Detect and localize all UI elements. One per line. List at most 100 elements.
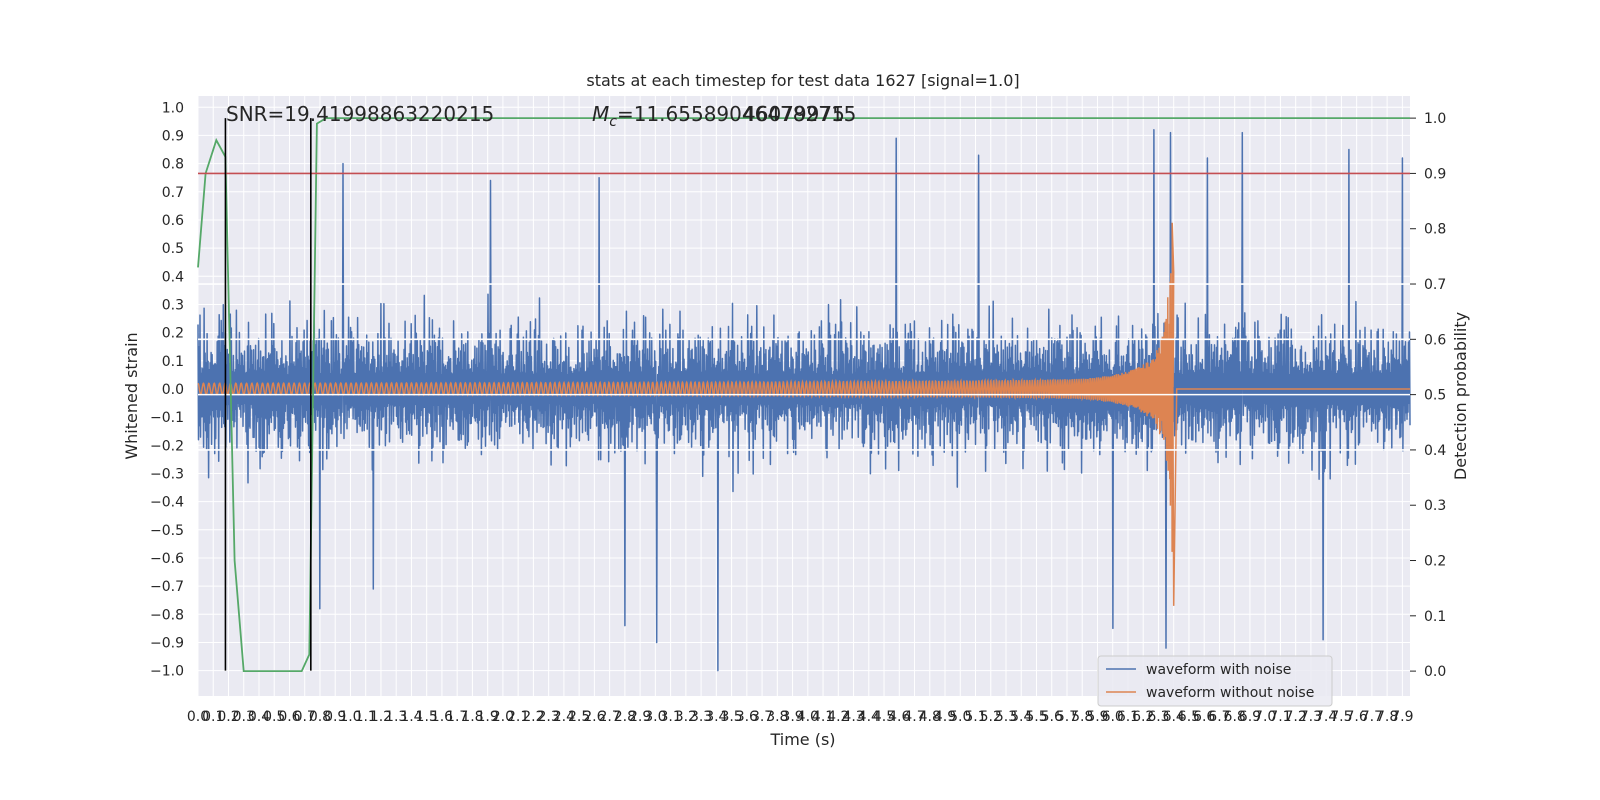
x-tick-label: 1.6 — [431, 709, 453, 725]
x-tick-label: 7.9 — [1391, 709, 1413, 725]
x-tick-label: 1.7 — [446, 709, 468, 725]
x-tick-label: 3.9 — [781, 709, 803, 725]
x-tick-label: 4.5 — [873, 709, 895, 725]
x-tick-label: 2.5 — [568, 709, 590, 725]
y2-axis-label: Detection probability — [1451, 312, 1470, 480]
x-tick-label: 2.6 — [583, 709, 605, 725]
x-tick-label: 6.4 — [1163, 709, 1185, 725]
x-tick-label: 5.0 — [949, 709, 971, 725]
chirp-mass-overlap-text: 46079975 — [743, 102, 845, 126]
x-tick-label: 6.3 — [1147, 709, 1169, 725]
x-tick-label: 5.2 — [980, 709, 1002, 725]
x-tick-label: 3.2 — [675, 709, 697, 725]
x-tick-label: 2.1 — [507, 709, 529, 725]
legend-label-noise: waveform with noise — [1146, 662, 1291, 678]
snr-annotation: SNR=19.41998863220215 — [226, 102, 494, 126]
x-tick-label: 1.2 — [370, 709, 392, 725]
x-tick-label: 2.9 — [629, 709, 651, 725]
x-tick-label: 2.0 — [492, 709, 514, 725]
x-tick-label: 4.4 — [858, 709, 880, 725]
y-tick-label: 0.9 — [162, 128, 184, 144]
y-tick-label: −0.4 — [150, 495, 184, 511]
y-tick-label: −0.1 — [150, 410, 184, 426]
x-tick-label: 0.9 — [324, 709, 346, 725]
x-tick-label: 6.5 — [1178, 709, 1200, 725]
y2-tick-label: 0.1 — [1424, 609, 1446, 625]
x-tick-label: 1.5 — [416, 709, 438, 725]
y-tick-label: 0.4 — [162, 269, 184, 285]
x-tick-label: 5.5 — [1025, 709, 1047, 725]
y-tick-label: −0.3 — [150, 466, 184, 482]
x-tick-label: 7.4 — [1315, 709, 1337, 725]
y-tick-label: 1.0 — [162, 100, 184, 116]
chirp-mass-annotation: Mc=11.655890464782715 — [592, 102, 856, 130]
y-tick-label: −0.6 — [150, 551, 184, 567]
legend-box — [1097, 655, 1333, 707]
x-tick-label: 7.3 — [1300, 709, 1322, 725]
y2-tick-label: 0.6 — [1424, 332, 1446, 348]
chart-title: stats at each timestep for test data 162… — [586, 71, 1019, 90]
x-tick-label: 5.9 — [1086, 709, 1108, 725]
y2-tick-label: 0.2 — [1424, 554, 1446, 570]
y2-tick-label: 0.4 — [1424, 443, 1446, 459]
y-tick-label: 0.2 — [162, 326, 184, 342]
vertical-marker-lines — [224, 118, 312, 671]
x-tick-label: 2.4 — [553, 709, 575, 725]
y-tick-label: 0.0 — [162, 382, 184, 398]
x-tick-label: 7.8 — [1376, 709, 1398, 725]
x-tick-label: 7.7 — [1361, 709, 1383, 725]
y2-tick-label: 0.0 — [1424, 664, 1446, 680]
x-tick-label: 4.3 — [842, 709, 864, 725]
x-tick-label: 0.1 — [202, 709, 224, 725]
x-tick-label: 3.0 — [644, 709, 666, 725]
chirp-mass-subscript: c — [609, 114, 617, 130]
y-tick-label: 0.5 — [162, 241, 184, 257]
x-axis-label: Time (s) — [769, 730, 835, 749]
x-tick-label: 2.7 — [598, 709, 620, 725]
x-tick-label: 1.8 — [461, 709, 483, 725]
y2-tick-label: 0.8 — [1424, 222, 1446, 238]
x-tick-label: 2.3 — [538, 709, 560, 725]
y-tick-label: 0.6 — [162, 213, 184, 229]
x-tick-label: 0.5 — [263, 709, 285, 725]
y2-tick-label: 0.9 — [1424, 166, 1446, 182]
y2-tick-label: 0.7 — [1424, 277, 1446, 293]
x-tick-label: 6.0 — [1102, 709, 1124, 725]
y-axis-label: Whitened strain — [122, 332, 141, 459]
x-tick-label: 3.4 — [705, 709, 727, 725]
x-tick-label: 0.0 — [187, 709, 209, 725]
x-tick-label: 5.3 — [995, 709, 1017, 725]
x-tick-label: 7.1 — [1269, 709, 1291, 725]
x-tick-label: 7.0 — [1254, 709, 1276, 725]
x-tick-label: 3.6 — [736, 709, 758, 725]
x-tick-label: 3.1 — [659, 709, 681, 725]
y2-tick-label: 0.5 — [1424, 388, 1446, 404]
x-tick-label: 4.8 — [919, 709, 941, 725]
x-tick-labels: 0.00.10.20.30.40.50.60.70.80.91.01.11.21… — [187, 709, 1414, 725]
x-tick-label: 1.3 — [385, 709, 407, 725]
series-waveform-without-noise — [197, 222, 1410, 606]
x-tick-label: 3.8 — [766, 709, 788, 725]
x-tick-label: 2.8 — [614, 709, 636, 725]
y-tick-label: −0.7 — [150, 579, 184, 595]
x-tick-label: 5.7 — [1056, 709, 1078, 725]
x-tick-label: 7.6 — [1346, 709, 1368, 725]
x-tick-label: 4.6 — [888, 709, 910, 725]
x-tick-label: 1.0 — [339, 709, 361, 725]
x-tick-label: 4.0 — [797, 709, 819, 725]
x-tick-label: 2.2 — [522, 709, 544, 725]
legend-label-clean: waveform without noise — [1146, 685, 1314, 701]
legend: waveform with noise waveform without noi… — [1097, 655, 1333, 707]
x-tick-label: 1.1 — [355, 709, 377, 725]
y-tick-label: −0.5 — [150, 523, 184, 539]
x-tick-label: 0.7 — [294, 709, 316, 725]
y-tick-label: −1.0 — [150, 664, 184, 680]
y-tick-label: −0.2 — [150, 438, 184, 454]
y-tick-label: −0.8 — [150, 607, 184, 623]
x-tick-label: 1.4 — [400, 709, 422, 725]
x-tick-label: 4.7 — [903, 709, 925, 725]
series-detection-probability — [197, 117, 1410, 672]
x-tick-label: 5.6 — [1041, 709, 1063, 725]
x-tick-label: 5.4 — [1010, 709, 1032, 725]
